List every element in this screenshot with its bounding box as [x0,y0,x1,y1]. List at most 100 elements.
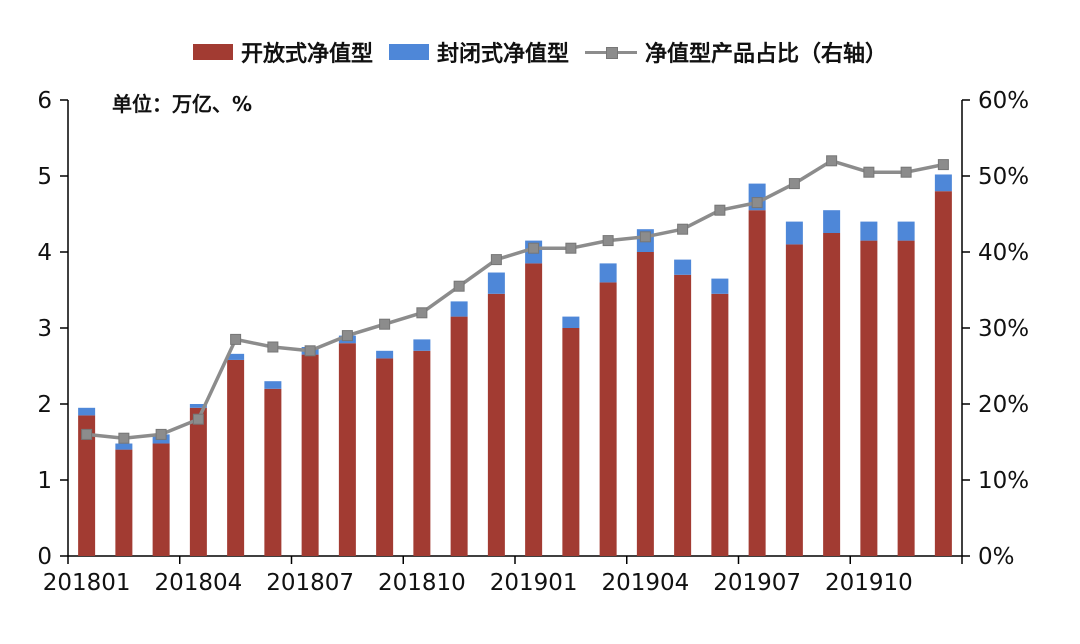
left-tick-label: 4 [37,240,52,266]
share-line-marker [900,166,912,178]
left-tick-label: 0 [37,544,52,570]
bar-closed-net-value [562,316,580,328]
bar-open-net-value [264,388,282,556]
x-tick-label: 201804 [154,570,242,596]
share-line-marker [751,197,763,209]
bar-open-net-value [376,358,394,556]
share-line [86,159,944,440]
bar-closed-net-value [599,263,617,283]
x-tick-label: 201907 [713,570,801,596]
left-tick-label: 1 [37,468,52,494]
bar-closed-net-value [711,278,729,294]
share-line-marker [863,166,875,178]
share-line-marker [341,330,353,342]
share-line-marker [937,159,949,171]
legend: 开放式净值型 封闭式净值型 净值型产品占比（右轴） [0,36,1080,68]
bar-closed-net-value [189,404,207,408]
bar-open-net-value [674,274,692,556]
share-line-marker [230,333,242,345]
right-tick-label: 10% [978,468,1029,494]
share-line-marker [528,242,540,254]
x-tick-label: 201910 [825,570,913,596]
legend-label-open-net-value: 开放式净值型 [240,42,373,67]
legend-swatch-closed-net-value [388,44,429,60]
bar-open-net-value [711,293,729,556]
bar-open-net-value [413,350,431,556]
bar-closed-net-value [823,210,841,233]
right-tick-label: 0% [978,544,1015,570]
share-line-marker [155,428,167,440]
share-line-marker [602,235,614,247]
share-line-marker [788,178,800,190]
bar-closed-net-value [674,259,692,275]
bar-open-net-value [115,449,133,556]
share-line-marker [118,432,130,444]
legend-item-closed-net-value: 封闭式净值型 [388,36,569,68]
share-line-marker [490,254,502,266]
bar-closed-net-value [785,221,803,245]
share-line-marker [826,155,838,167]
legend-line-marker-icon [585,44,637,60]
legend-label-closed-net-value: 封闭式净值型 [436,42,569,67]
bar-open-net-value [301,354,319,556]
left-tick-label: 3 [37,316,52,342]
bar-closed-net-value [115,443,133,450]
bar-closed-net-value [487,272,505,294]
share-line-marker [639,231,651,243]
bar-open-net-value [785,244,803,556]
bar-open-net-value [78,415,96,556]
x-tick-label: 201901 [490,570,578,596]
bar-closed-net-value [227,353,245,360]
bar-open-net-value [748,210,766,556]
bar-closed-net-value [376,350,394,359]
bar-open-net-value [189,407,207,556]
bar-open-net-value [897,240,915,556]
right-tick-label: 30% [978,316,1029,342]
bar-closed-net-value [413,339,431,351]
right-tick-label: 50% [978,164,1029,190]
right-tick-label: 20% [978,392,1029,418]
share-line-marker [192,413,204,425]
bar-open-net-value [487,293,505,556]
left-tick-label: 5 [37,164,52,190]
share-line-marker [304,345,316,357]
share-line-marker [81,428,93,440]
bar-open-net-value [860,240,878,556]
right-tick-label: 60% [978,88,1029,114]
bar-closed-net-value [860,221,878,241]
share-line-marker [379,318,391,330]
right-tick-label: 40% [978,240,1029,266]
share-line-marker [416,307,428,319]
bar-open-net-value [599,282,617,556]
bar-closed-net-value [450,301,468,317]
bar-open-net-value [636,252,654,556]
bar-open-net-value [152,443,170,556]
x-tick-label: 201904 [601,570,689,596]
bar-open-net-value [450,316,468,556]
legend-item-open-net-value: 开放式净值型 [192,36,373,68]
share-line-marker [267,341,279,353]
x-tick-label: 201810 [378,570,466,596]
bar-open-net-value [934,191,952,556]
bar-open-net-value [338,343,356,556]
share-line-marker [714,204,726,216]
bar-open-net-value [525,263,543,556]
left-tick-label: 6 [37,88,52,114]
legend-label-net-value-share: 净值型产品占比（右轴） [645,42,888,67]
share-line-marker [677,223,689,235]
share-line-marker [565,242,577,254]
bar-open-net-value [823,233,841,556]
unit-annotation: 单位：万亿、% [112,92,253,116]
legend-swatch-open-net-value [192,44,233,60]
bar-closed-net-value [897,221,915,241]
left-tick-label: 2 [37,392,52,418]
legend-item-net-value-share: 净值型产品占比（右轴） [585,36,887,68]
bar-open-net-value [227,359,245,556]
x-tick-label: 201807 [266,570,354,596]
bar-closed-net-value [78,407,96,416]
bar-closed-net-value [934,174,952,192]
x-tick-label: 201801 [43,570,131,596]
bar-open-net-value [562,328,580,556]
